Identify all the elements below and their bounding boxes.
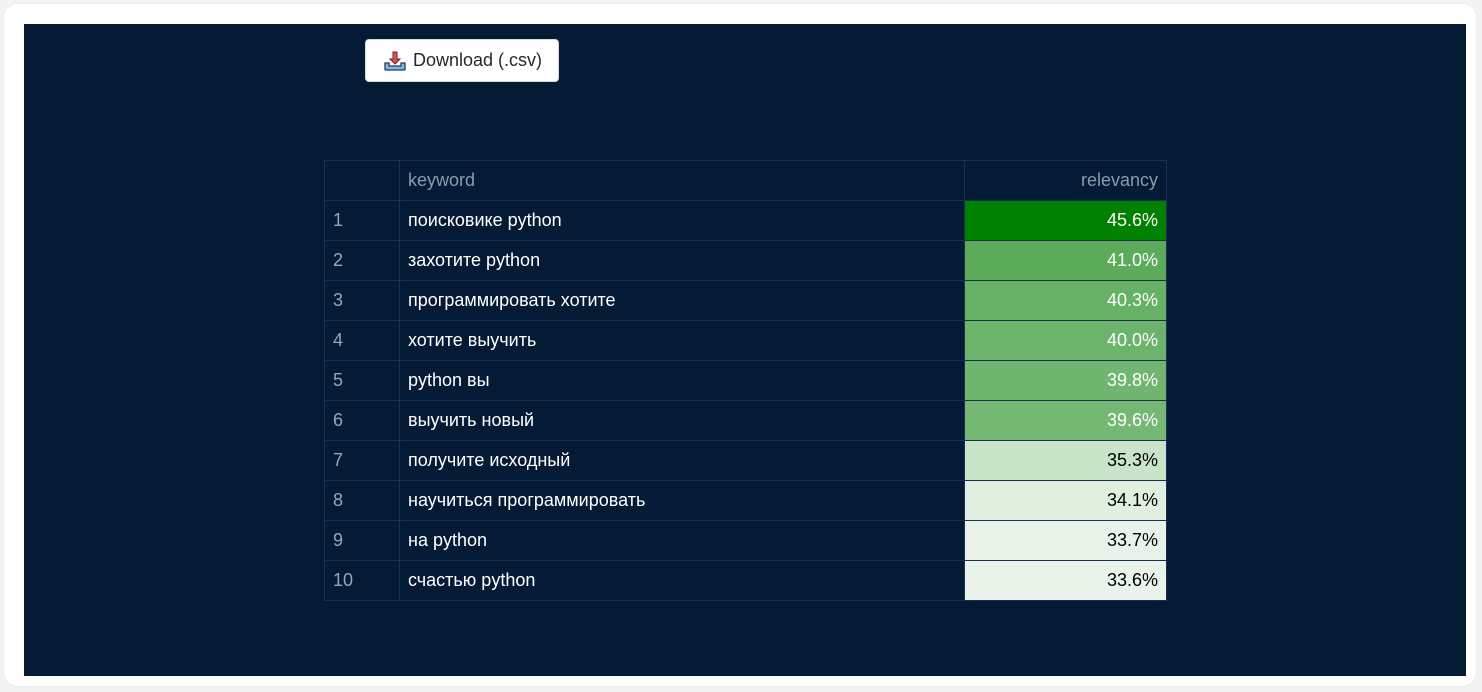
window-frame: Download (.csv) keyword relevancy 1 поиск…	[4, 4, 1476, 686]
table-row: 8 научиться программировать 34.1%	[324, 480, 1167, 521]
table-row: 4 хотите выучить 40.0%	[324, 320, 1167, 361]
relevancy-cell: 45.6%	[964, 200, 1167, 241]
table-header-row: keyword relevancy	[324, 160, 1167, 201]
relevancy-cell: 34.1%	[964, 480, 1167, 521]
table-row: 1 поисковике python 45.6%	[324, 200, 1167, 241]
table-body: 1 поисковике python 45.6% 2 захотите python 4…	[324, 200, 1167, 601]
app-container: Download (.csv) keyword relevancy 1 поиск…	[24, 24, 1466, 676]
relevancy-cell: 41.0%	[964, 240, 1167, 281]
row-index-cell: 3	[324, 280, 400, 321]
row-index-cell: 8	[324, 480, 400, 521]
keyword-cell: счастью python	[399, 560, 965, 601]
keyword-cell: выучить новый	[399, 400, 965, 441]
row-index-cell: 10	[324, 560, 400, 601]
row-index-cell: 4	[324, 320, 400, 361]
relevancy-cell: 39.8%	[964, 360, 1167, 401]
keyword-cell: python вы	[399, 360, 965, 401]
keyword-cell: получите исходный	[399, 440, 965, 481]
relevancy-cell: 39.6%	[964, 400, 1167, 441]
keyword-column-header[interactable]: keyword	[399, 160, 965, 201]
row-index-cell: 9	[324, 520, 400, 561]
row-index-cell: 7	[324, 440, 400, 481]
keyword-cell: на python	[399, 520, 965, 561]
relevancy-cell: 40.0%	[964, 320, 1167, 361]
table-row: 10 счастью python 33.6%	[324, 560, 1167, 601]
download-tray-icon	[383, 50, 407, 72]
table-row: 9 на python 33.7%	[324, 520, 1167, 561]
keyword-cell: захотите python	[399, 240, 965, 281]
download-csv-button[interactable]: Download (.csv)	[365, 39, 560, 82]
download-button-label: Download (.csv)	[413, 50, 543, 70]
keyword-cell: программировать хотите	[399, 280, 965, 321]
index-column-header[interactable]	[324, 160, 400, 201]
keyword-cell: хотите выучить	[399, 320, 965, 361]
table-row: 6 выучить новый 39.6%	[324, 400, 1167, 441]
table-row: 3 программировать хотите 40.3%	[324, 280, 1167, 321]
row-index-cell: 5	[324, 360, 400, 401]
table-row: 2 захотите python 41.0%	[324, 240, 1167, 281]
keyword-cell: поисковике python	[399, 200, 965, 241]
relevancy-cell: 33.7%	[964, 520, 1167, 561]
row-index-cell: 2	[324, 240, 400, 281]
table-row: 5 python вы 39.8%	[324, 360, 1167, 401]
row-index-cell: 1	[324, 200, 400, 241]
relevancy-cell: 40.3%	[964, 280, 1167, 321]
relevancy-column-header[interactable]: relevancy	[964, 160, 1167, 201]
relevancy-cell: 35.3%	[964, 440, 1167, 481]
row-index-cell: 6	[324, 400, 400, 441]
keyword-cell: научиться программировать	[399, 480, 965, 521]
keyword-relevancy-table: keyword relevancy 1 поисковике python 45.6…	[324, 160, 1167, 601]
relevancy-cell: 33.6%	[964, 560, 1167, 601]
table-row: 7 получите исходный 35.3%	[324, 440, 1167, 481]
